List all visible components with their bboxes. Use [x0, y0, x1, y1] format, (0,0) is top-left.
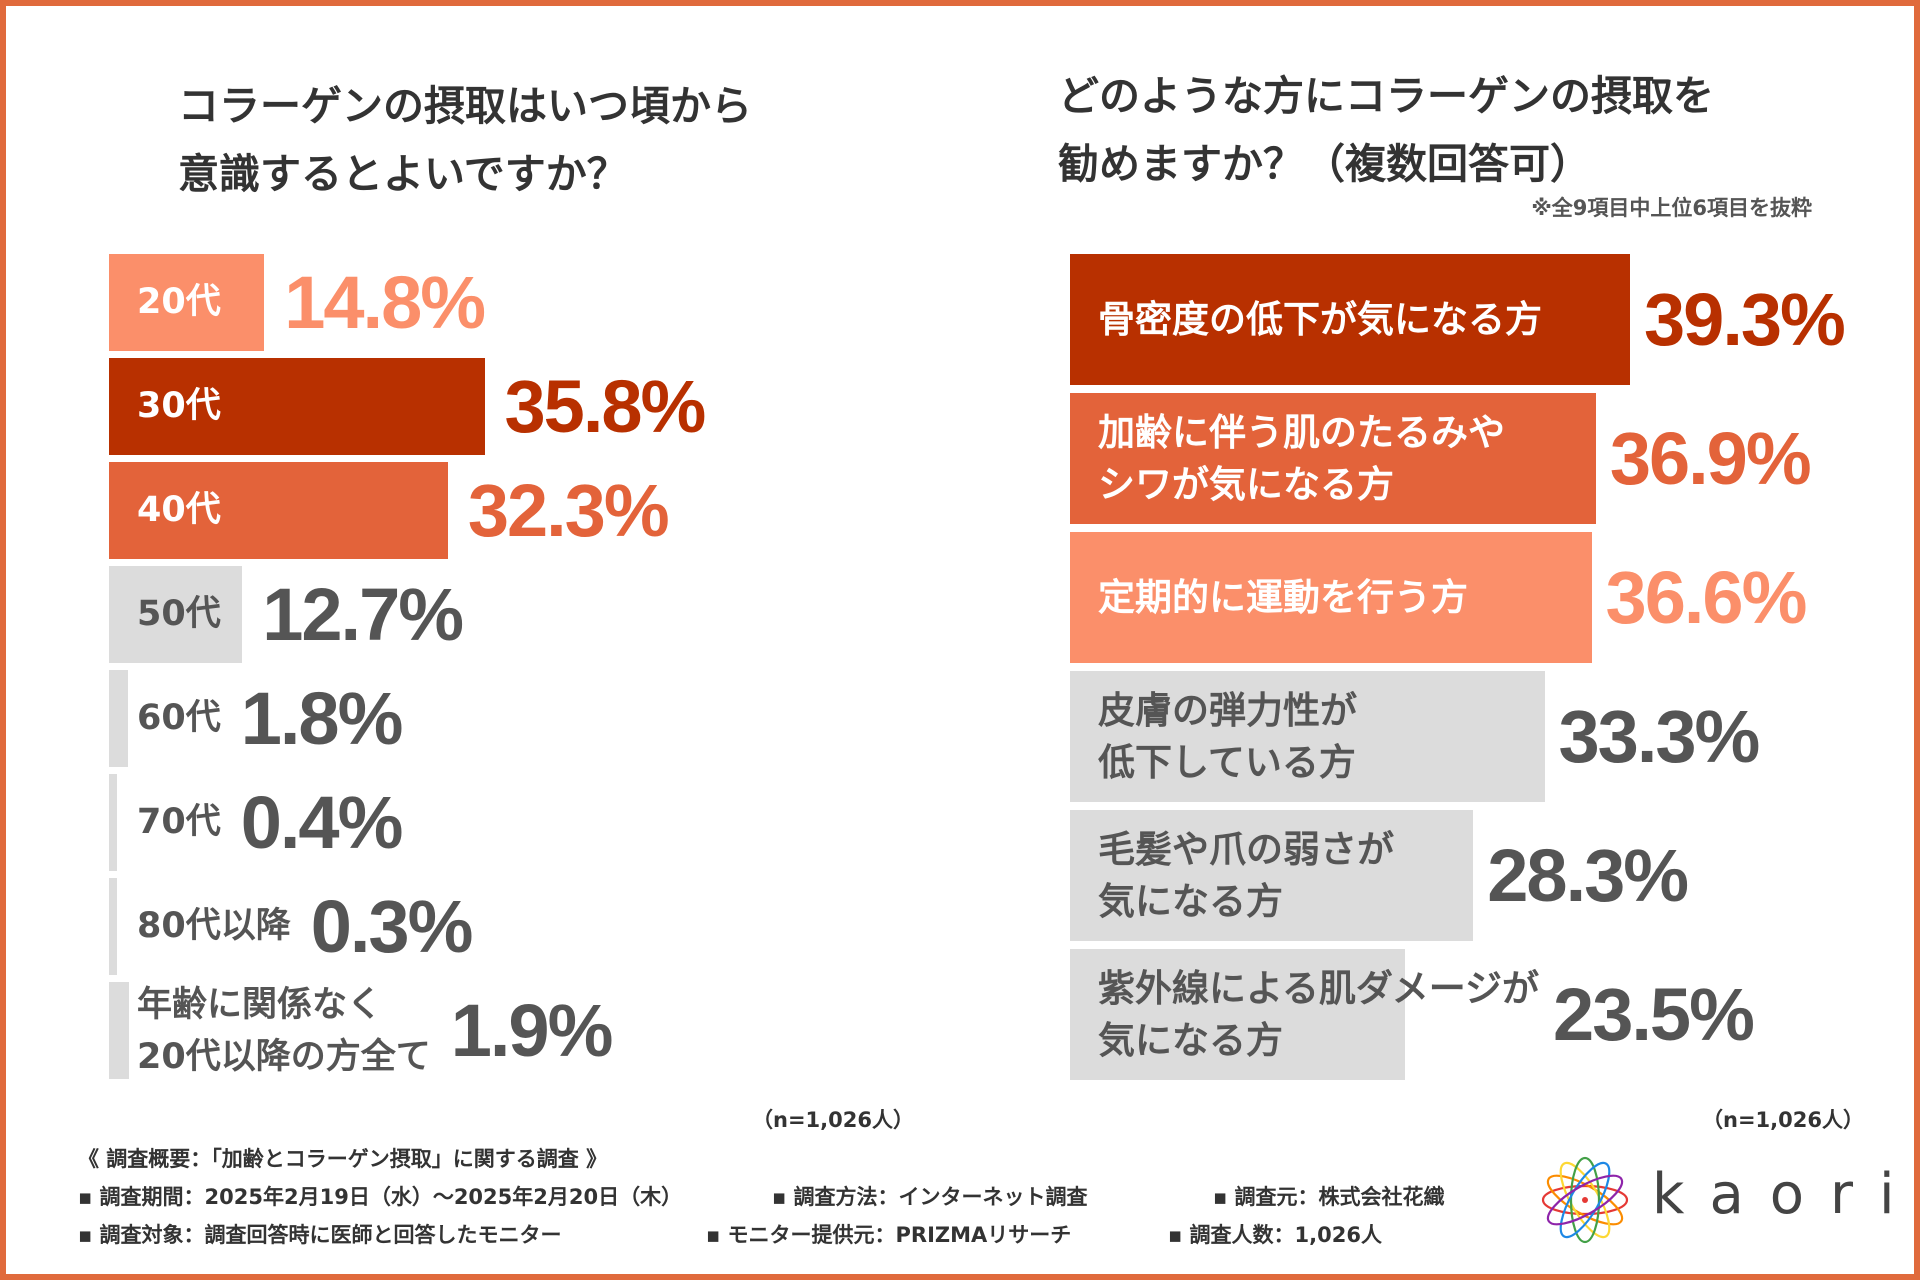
- right-bar-0: [1070, 254, 1631, 385]
- left-value-label-3: 12.7%: [262, 572, 464, 656]
- right-value-label-4: 28.3%: [1487, 833, 1689, 917]
- left-category-label-5: 70代: [137, 802, 221, 842]
- left-value-label-6: 0.3%: [310, 884, 474, 968]
- left-category-label-0: 20代: [137, 282, 221, 322]
- right-sample-size: （n=1,026人）: [1702, 1108, 1864, 1132]
- left-bar-7: [109, 982, 129, 1079]
- right-chart-note: ※全9項目中上位6項目を抜粋: [1531, 196, 1812, 220]
- right-category-label-1: 加齢に伴う肌のたるみや シワが気になる方: [1098, 410, 1505, 506]
- survey-source: ▪ 調査元：株式会社花織: [1213, 1185, 1445, 1209]
- right-value-label-0: 39.3%: [1644, 277, 1846, 361]
- right-title-line-1: どのような方にコラーゲンの摂取を: [1058, 72, 1714, 120]
- left-value-label-1: 35.8%: [504, 364, 707, 448]
- right-value-label-3: 33.3%: [1558, 694, 1761, 778]
- left-value-label-0: 14.8%: [284, 260, 486, 344]
- left-title-line-2: 意識するとよいですか？: [178, 150, 628, 198]
- left-bar-0: [109, 254, 265, 351]
- left-category-label-2: 40代: [137, 490, 221, 530]
- kaori-logo-icon: [1541, 1156, 1629, 1244]
- left-category-label-3: 50代: [137, 594, 221, 634]
- right-bar-1: [1070, 393, 1596, 524]
- right-bar-2: [1070, 532, 1592, 663]
- right-bar-3: [1070, 671, 1545, 802]
- survey-count: ▪ 調査人数：1,026人: [1168, 1223, 1382, 1247]
- left-bar-5: [109, 774, 117, 871]
- left-category-label-4: 60代: [137, 698, 221, 738]
- left-bar-1: [109, 358, 485, 455]
- right-category-label-4: 毛髪や爪の弱さが 気になる方: [1098, 827, 1394, 923]
- right-title-line-2: 勧めますか？（複数回答可）: [1058, 140, 1591, 188]
- left-category-label-1: 30代: [137, 386, 221, 426]
- survey-heading: 《 調査概要：「加齢とコラーゲン摂取」に関する調査 》: [78, 1147, 608, 1171]
- right-value-label-2: 36.6%: [1605, 555, 1808, 639]
- right-category-label-0: 骨密度の低下が気になる方: [1098, 298, 1542, 341]
- right-bar-5: [1070, 949, 1405, 1080]
- left-bar-2: [109, 462, 448, 559]
- survey-method: ▪ 調査方法：インターネット調査: [772, 1185, 1088, 1209]
- left-category-label-7: 年齢に関係なく 20代以降の方全て: [137, 984, 431, 1077]
- left-value-label-7: 1.9%: [450, 988, 614, 1072]
- left-value-label-4: 1.8%: [240, 676, 404, 760]
- left-category-label-6: 80代以降: [137, 906, 291, 946]
- left-sample-size: （n=1,026人）: [752, 1108, 914, 1132]
- left-value-label-2: 32.3%: [467, 468, 670, 552]
- right-bar-4: [1070, 810, 1474, 941]
- left-bar-6: [109, 878, 117, 975]
- kaori-logo-text: kaori: [1652, 1162, 1920, 1227]
- survey-target: ▪ 調査対象：調査回答時に医師と回答したモニター: [78, 1223, 562, 1247]
- right-category-label-5: 紫外線による肌ダメージが 気になる方: [1098, 966, 1540, 1062]
- left-title-line-1: コラーゲンの摂取はいつ頃から: [178, 82, 752, 130]
- left-bar-3: [109, 566, 243, 663]
- right-category-label-3: 皮膚の弾力性が 低下している方: [1098, 688, 1357, 784]
- survey-period: ▪ 調査期間：2025年2月19日（水）～2025年2月20日（木）: [78, 1185, 683, 1209]
- right-value-label-1: 36.9%: [1609, 416, 1812, 500]
- left-value-label-5: 0.4%: [240, 780, 404, 864]
- left-bar-4: [109, 670, 128, 767]
- right-chart-title: どのような方にコラーゲンの摂取を 勧めますか？（複数回答可）: [1058, 62, 1714, 198]
- survey-provider: ▪ モニター提供元：PRIZMAリサーチ: [706, 1223, 1072, 1247]
- right-category-label-2: 定期的に運動を行う方: [1098, 576, 1468, 619]
- left-chart-title: コラーゲンの摂取はいつ頃から 意識するとよいですか？: [178, 72, 752, 208]
- right-value-label-5: 23.5%: [1553, 972, 1755, 1056]
